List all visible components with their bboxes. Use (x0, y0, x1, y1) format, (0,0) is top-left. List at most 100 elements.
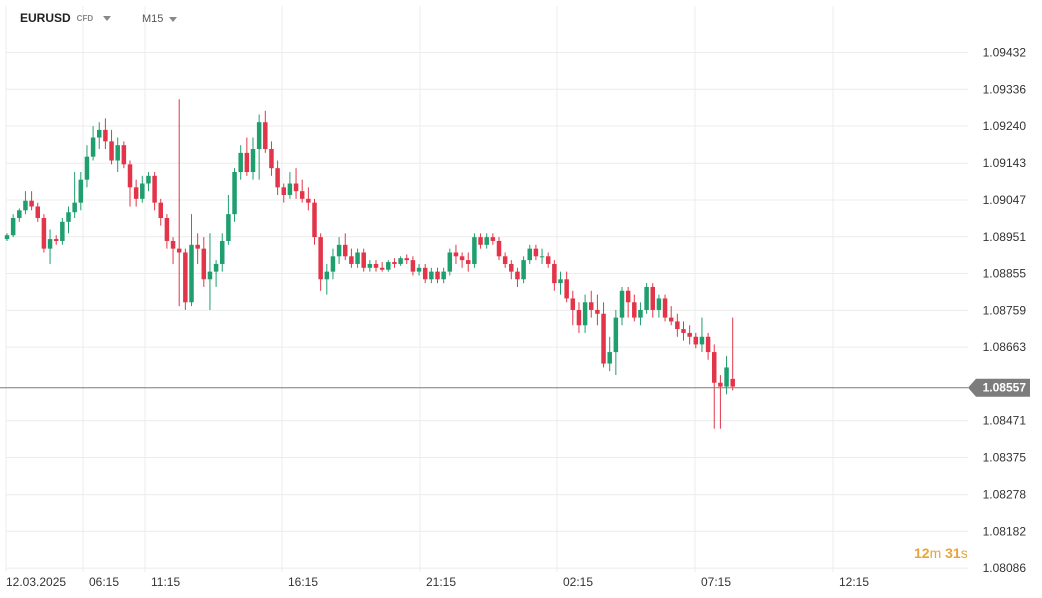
candle (379, 262, 385, 272)
candle (539, 248, 545, 264)
candle (453, 244, 459, 264)
time-tick-label: 07:15 (701, 575, 731, 589)
candle (201, 237, 207, 287)
candle-body (484, 237, 489, 245)
price-tick-label: 1.09143 (983, 156, 1027, 170)
candle (367, 260, 373, 272)
candle (53, 235, 59, 245)
time-tick-label: 21:15 (426, 575, 456, 589)
candle-body (244, 152, 250, 173)
candle (582, 294, 588, 333)
candle-body (533, 248, 539, 257)
candle-body (127, 164, 133, 188)
candle-body (109, 141, 114, 161)
candle (496, 237, 502, 261)
candle-body (47, 239, 53, 249)
candle (343, 233, 348, 261)
price-tick-label: 1.08951 (983, 230, 1027, 244)
candle-body (718, 382, 723, 387)
timeframe-selector[interactable]: M15 (142, 13, 178, 25)
candle (78, 172, 84, 211)
time-tick-label: 11:15 (151, 575, 180, 589)
candle (256, 114, 262, 180)
candle-body (398, 258, 403, 264)
candle-body (625, 290, 631, 303)
candle (564, 271, 569, 303)
candle (668, 306, 674, 326)
candle-body (607, 352, 612, 364)
price-axis[interactable]: 1.09432 1.09336 1.09240 1.09143 1.09047 1.089… (983, 45, 1027, 575)
candle (712, 344, 717, 429)
candle-body (164, 217, 170, 241)
candle (552, 260, 557, 291)
candle (66, 206, 71, 234)
candle (250, 137, 256, 180)
candle-body (207, 271, 213, 280)
candle (705, 332, 711, 360)
candle (170, 237, 176, 264)
candle (293, 168, 299, 199)
candle-body (466, 260, 471, 264)
candle-body (72, 202, 77, 213)
candle (213, 260, 219, 287)
candle (232, 168, 237, 222)
candle (29, 191, 34, 211)
candle (435, 267, 440, 284)
candle (558, 271, 563, 295)
candle (410, 256, 416, 276)
candle-body (441, 271, 446, 280)
candle-body (429, 271, 434, 280)
candle-body (435, 271, 440, 280)
candle-body (404, 258, 409, 261)
candle (244, 137, 250, 176)
candle-body (115, 145, 120, 161)
candle-body (41, 217, 47, 249)
candle-body (189, 244, 194, 303)
candle-body (220, 240, 225, 264)
candle-body (545, 256, 551, 264)
candle-body (213, 263, 219, 272)
candle-body (705, 336, 711, 353)
countdown-minutes-unit: m (929, 545, 942, 561)
candle (195, 233, 200, 264)
candle (4, 233, 10, 241)
current-price-line: 1.08557 (0, 378, 1030, 397)
candle-body (97, 129, 102, 138)
candle-body (478, 237, 483, 245)
candle-body (379, 267, 385, 270)
candle (662, 294, 668, 322)
candle-body (392, 262, 397, 264)
candle-body (422, 267, 428, 280)
candle-body (693, 336, 699, 345)
candle (127, 160, 133, 207)
price-tick-label: 1.08278 (983, 488, 1027, 502)
candle (619, 286, 625, 326)
candle-body (195, 244, 200, 249)
candle (109, 129, 114, 165)
price-tag (968, 378, 1030, 397)
symbol-label: EURUSD (20, 11, 71, 25)
candle-body (386, 262, 391, 270)
candle (140, 175, 145, 203)
price-tick-label: 1.08663 (983, 340, 1027, 354)
symbol-selector[interactable]: EURUSD CFD (20, 11, 112, 25)
candle (687, 325, 692, 345)
candle (269, 141, 274, 176)
candle (484, 233, 489, 249)
candle (509, 260, 514, 280)
candle (164, 214, 170, 249)
candle (176, 99, 182, 307)
candle (336, 237, 342, 264)
candle (152, 172, 157, 211)
time-tick-label: 06:15 (89, 575, 119, 589)
candle-body (490, 237, 496, 241)
candle (318, 233, 323, 291)
candle-body (287, 183, 293, 195)
candle-body (601, 313, 606, 364)
candle-body (675, 321, 680, 330)
candle-body (299, 191, 305, 199)
candle (275, 160, 280, 195)
candle-body (668, 317, 674, 322)
time-axis[interactable]: 12.03.2025 06:15 11:15 16:15 21:15 02:15 07:15… (6, 575, 869, 589)
